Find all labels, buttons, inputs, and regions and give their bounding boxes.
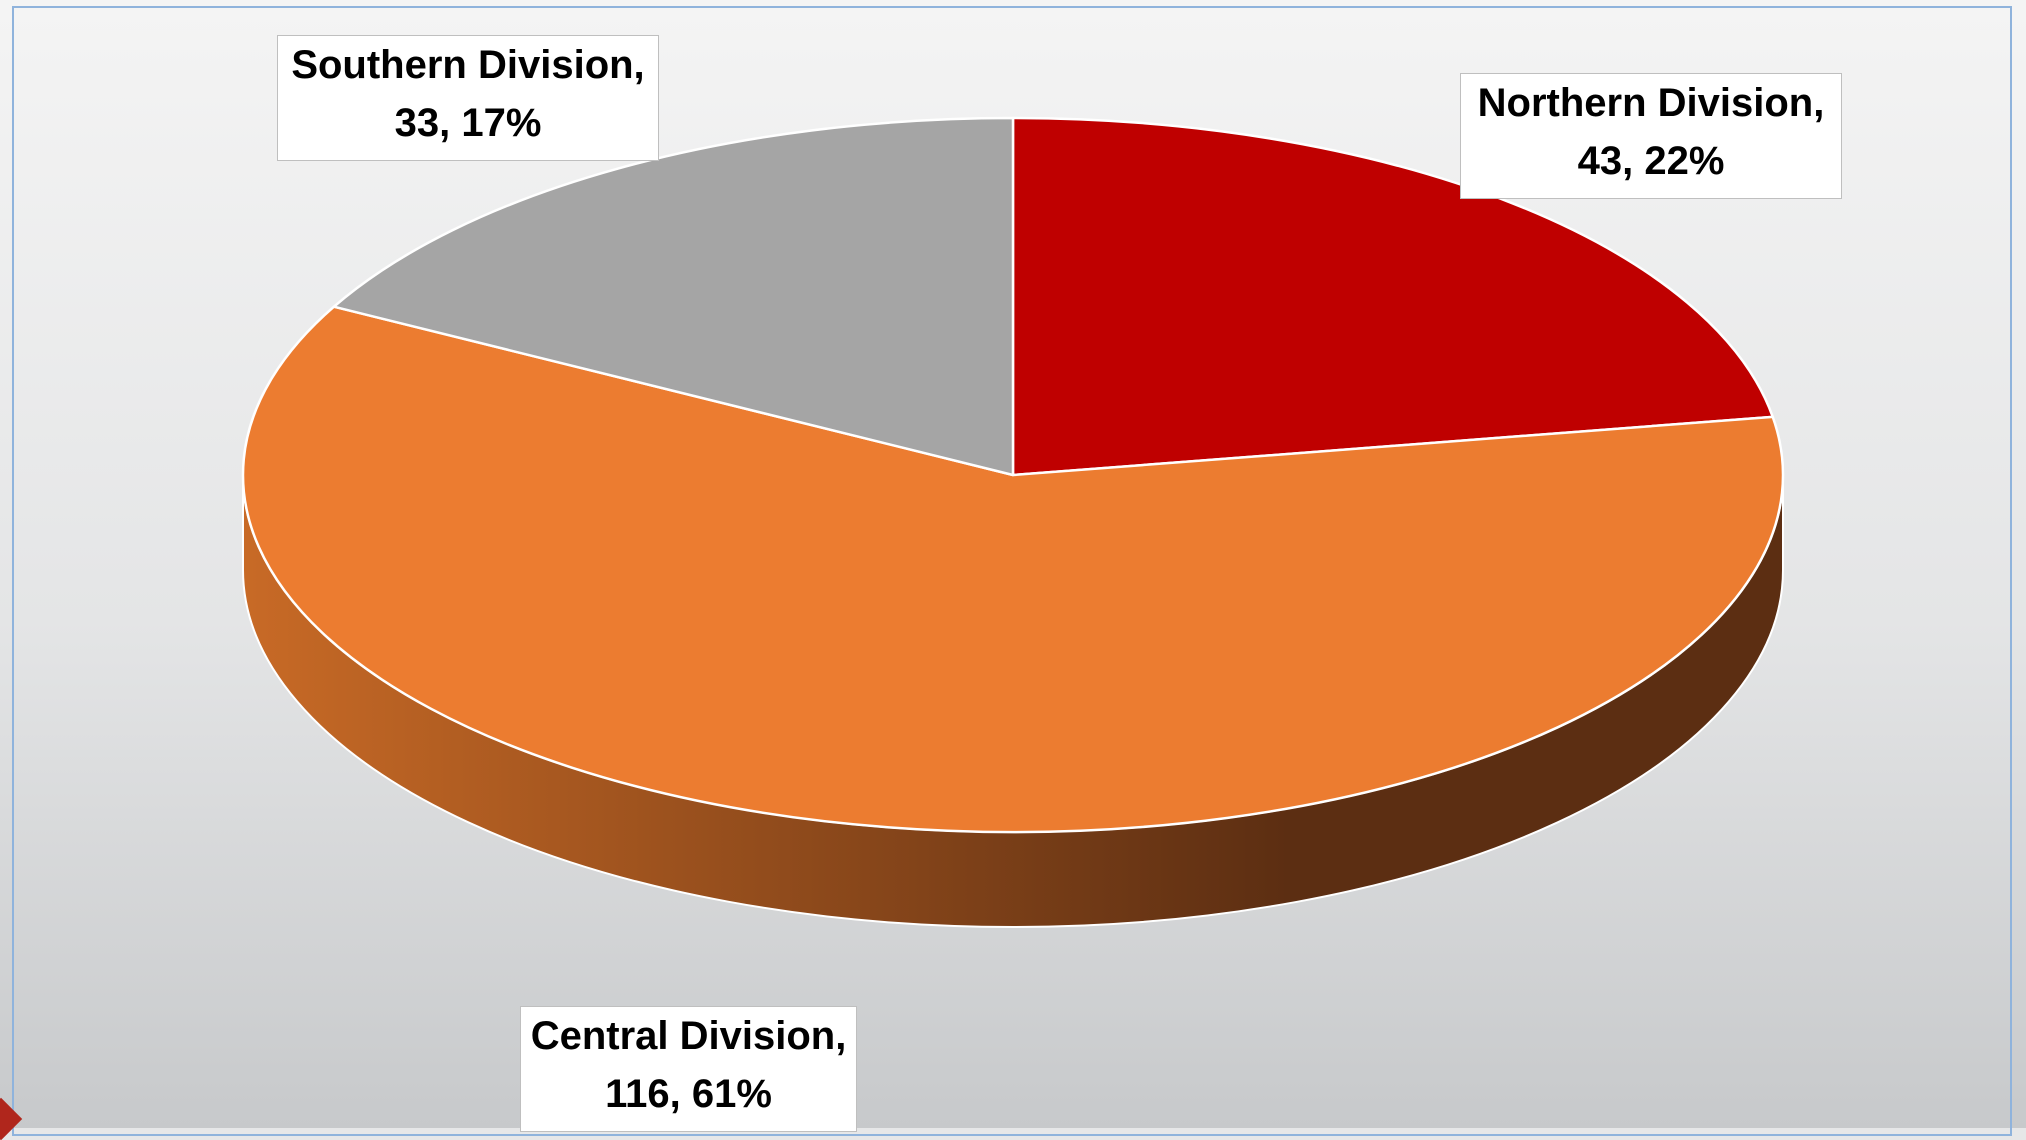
pie-slice-northern xyxy=(1011,116,1774,477)
data-label-central-line1: Central Division, xyxy=(530,1014,847,1058)
pie-slice-southern xyxy=(332,116,1015,477)
data-label-central: Central Division, 116, 61% xyxy=(520,1006,857,1132)
data-label-southern: Southern Division, 33, 17% xyxy=(277,35,659,161)
data-label-central-line2: 116, 61% xyxy=(605,1072,772,1116)
data-label-northern-line1: Northern Division, xyxy=(1477,81,1825,125)
data-label-southern-line1: Southern Division, xyxy=(291,43,645,87)
data-label-southern-line2: 33, 17% xyxy=(394,101,542,145)
pie-slice-central xyxy=(241,305,1785,834)
data-label-northern: Northern Division, 43, 22% xyxy=(1460,73,1842,199)
data-label-northern-line2: 43, 22% xyxy=(1577,139,1725,183)
